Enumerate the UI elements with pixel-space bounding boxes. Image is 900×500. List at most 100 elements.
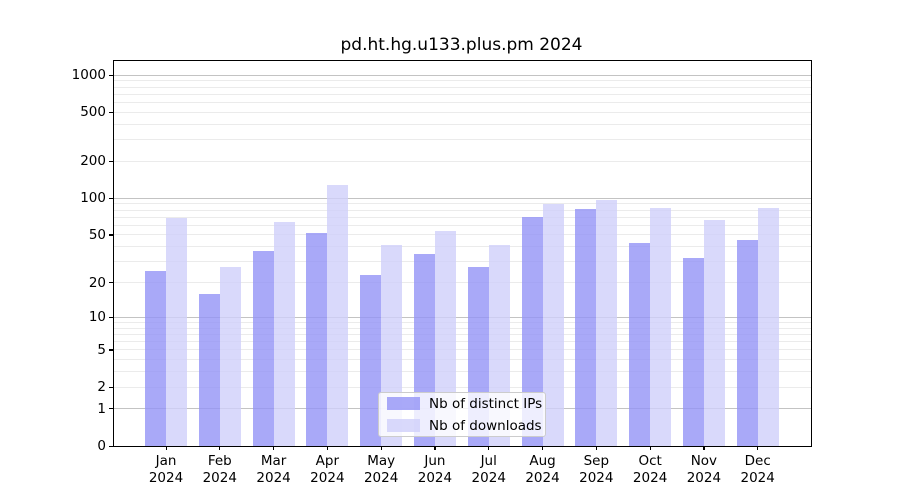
gridline-minor-70 [114,216,811,218]
legend-label-downloads: Nb of downloads [429,417,542,434]
y-tick-50 [109,234,113,236]
gridline-minor-300 [114,139,811,141]
x-tick-label-sep: Sep 2024 [564,453,628,487]
year-label: 2024 [525,470,560,486]
gridline-minor-80 [114,209,811,211]
gridline-minor-3 [114,371,811,373]
year-label: 2024 [579,470,614,486]
bar-feb-ips [198,293,220,446]
gridline-minor-30 [114,261,811,263]
y-tick-label-1000: 1000 [71,67,106,84]
gridline-minor-900 [114,80,811,82]
gridline-major-10 [114,316,811,318]
x-tick-label-dec: Dec 2024 [726,453,790,487]
y-tick-label-200: 200 [80,153,106,170]
bar-sep-downloads [596,200,618,446]
year-label: 2024 [417,470,453,486]
x-tick-jan [165,446,167,450]
bar-jan-ips [145,271,166,446]
month-label: May [367,453,396,469]
month-label: Feb [207,453,232,469]
y-tick-200 [109,160,113,162]
y-tick-10 [109,316,113,318]
y-tick-1 [109,408,113,410]
x-tick-sep [595,446,597,450]
year-label: 2024 [632,470,668,486]
x-tick-label-jun: Jun 2024 [403,453,467,487]
x-tick-dec [757,446,759,450]
gridline-minor-2 [114,386,811,388]
bar-nov-downloads [703,219,725,446]
y-tick-5 [109,349,113,351]
bar-aug-downloads [542,203,564,446]
month-label: Jan [155,453,177,469]
x-tick-label-jul: Jul 2024 [457,453,521,487]
gridline-minor-90 [114,203,811,205]
gridline-minor-6 [114,341,811,343]
x-tick-apr [326,446,329,450]
x-tick-label-apr: Apr 2024 [295,453,359,487]
gridline-minor-8 [114,327,811,329]
bar-sep-ips [575,209,597,446]
gridline-major-1000 [114,74,811,76]
year-label: 2024 [363,470,399,486]
year-label: 2024 [686,470,722,486]
x-tick-mar [273,446,275,450]
month-label: Oct [638,453,662,469]
y-tick-label-5: 5 [97,341,106,358]
x-tick-jul [488,446,490,450]
gridline-minor-9 [114,321,811,323]
x-tick-label-oct: Oct 2024 [618,453,682,487]
bar-may-ips [360,275,382,446]
bar-apr-downloads [327,185,349,446]
y-tick-label-2: 2 [97,379,106,396]
year-label: 2024 [471,470,506,486]
legend-label-distinct-ips: Nb of distinct IPs [429,395,543,412]
y-tick-20 [109,282,113,284]
x-tick-jun [434,446,436,450]
month-label: Aug [529,453,556,469]
gridline-minor-60 [114,224,811,226]
y-tick-label-50: 50 [88,226,106,243]
month-label: Mar [260,453,287,469]
month-label: Nov [690,453,718,469]
bar-oct-ips [629,242,651,446]
y-tick-500 [109,111,113,113]
x-tick-oct [649,446,651,450]
month-label: Jun [424,453,446,469]
year-label: 2024 [202,470,237,486]
gridline-minor-4 [114,359,811,361]
legend-swatch-distinct-ips [387,397,420,410]
year-label: 2024 [740,470,775,486]
gridline-minor-200 [114,160,811,162]
gridline-minor-700 [114,93,811,95]
bar-mar-ips [252,250,274,446]
bar-dec-ips [736,240,758,446]
x-tick-label-feb: Feb 2024 [188,453,252,487]
bar-mar-downloads [273,221,295,446]
y-tick-label-1: 1 [97,400,106,417]
bar-dec-downloads [757,207,779,446]
year-label: 2024 [256,470,291,486]
bar-jan-downloads [166,217,187,446]
x-tick-label-mar: Mar 2024 [242,453,306,487]
legend-item-distinct-ips: Nb of distinct IPs [387,396,542,412]
legend: Nb of distinct IPs Nb of downloads [378,392,546,437]
gridline-minor-600 [114,102,811,104]
gridline-minor-5 [114,349,811,351]
y-tick-label-10: 10 [88,309,106,326]
bar-nov-ips [682,258,704,446]
y-tick-label-20: 20 [88,274,106,291]
month-label: Dec [744,453,771,469]
plot-area: 0 1 2 5 10 20 50 100 200 500 1000 Jan 2024 Feb 2024 Mar… [72,60,812,486]
y-tick-label-500: 500 [80,104,106,121]
x-tick-may [380,446,382,450]
x-tick-label-aug: Aug 2024 [511,453,575,487]
gridline-minor-7 [114,333,811,335]
legend-swatch-downloads [387,419,420,432]
y-tick-label-100: 100 [80,190,106,207]
year-label: 2024 [310,470,345,486]
x-tick-label-jan: Jan 2024 [134,453,198,487]
gridline-minor-20 [114,282,811,284]
